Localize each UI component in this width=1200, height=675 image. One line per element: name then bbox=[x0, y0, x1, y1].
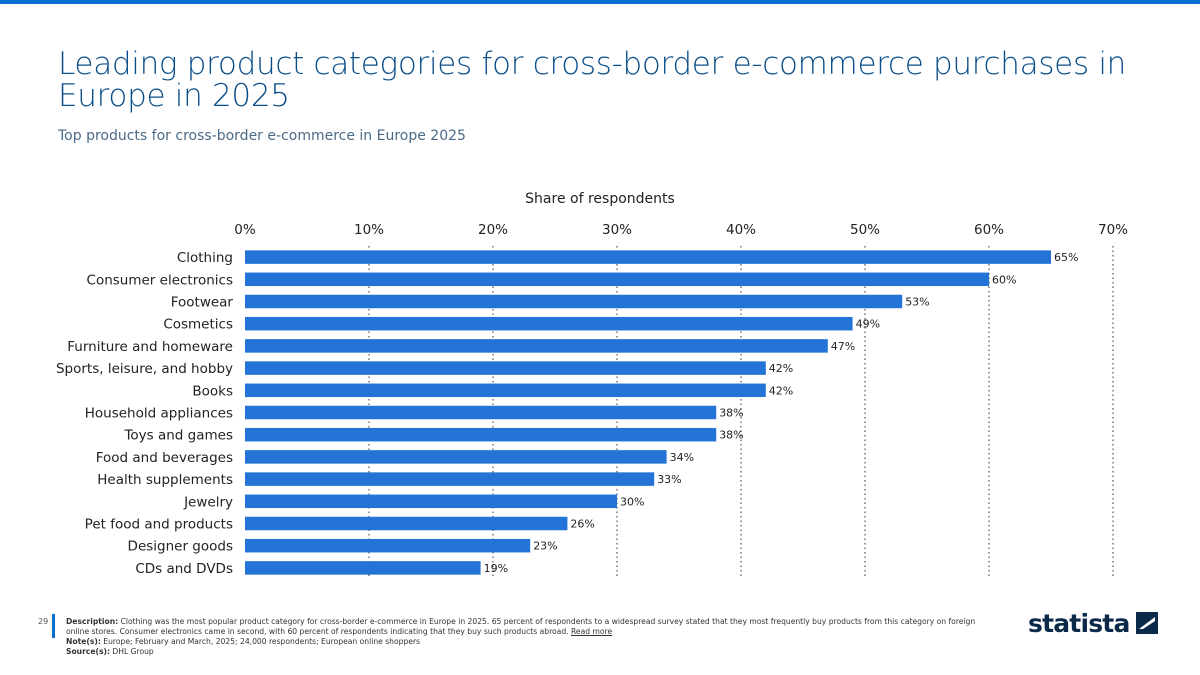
value-label: 38% bbox=[719, 429, 743, 442]
category-label: Furniture and homeware bbox=[67, 339, 233, 355]
category-label: Books bbox=[192, 383, 233, 399]
x-tick-label: 0% bbox=[234, 222, 256, 238]
x-tick-label: 50% bbox=[850, 222, 880, 238]
category-label: Footwear bbox=[171, 295, 234, 311]
value-label: 42% bbox=[769, 384, 793, 397]
source-line: Source(s): DHL Group bbox=[66, 647, 996, 657]
source-text: DHL Group bbox=[112, 647, 154, 656]
value-label: 19% bbox=[484, 562, 508, 575]
bar bbox=[245, 494, 617, 509]
source-label: Source(s): bbox=[66, 647, 110, 656]
value-label: 38% bbox=[719, 407, 743, 420]
read-more-link[interactable]: Read more bbox=[570, 627, 613, 636]
x-tick-label: 70% bbox=[1098, 222, 1128, 238]
value-label: 53% bbox=[905, 296, 929, 309]
category-label: Toys and games bbox=[123, 428, 233, 444]
category-label: Jewelry bbox=[183, 494, 233, 510]
category-label: Food and beverages bbox=[96, 450, 233, 466]
x-axis-title: Share of respondents bbox=[525, 191, 675, 207]
value-label: 34% bbox=[670, 451, 694, 464]
page-title: Leading product categories for cross-bor… bbox=[58, 46, 1127, 114]
x-tick-label: 40% bbox=[726, 222, 756, 238]
bar bbox=[245, 427, 717, 442]
value-label: 42% bbox=[769, 362, 793, 375]
category-label: Household appliances bbox=[85, 406, 233, 422]
value-label: 47% bbox=[831, 340, 855, 353]
x-tick-label: 20% bbox=[478, 222, 508, 238]
bar bbox=[245, 383, 766, 398]
category-label: Consumer electronics bbox=[87, 272, 233, 288]
category-label: CDs and DVDs bbox=[135, 561, 233, 577]
description-label: Description: bbox=[66, 617, 119, 626]
category-label: Cosmetics bbox=[163, 317, 233, 333]
footer-notes: Description: Clothing was the most popul… bbox=[66, 617, 996, 657]
description-text: Clothing was the most popular product ca… bbox=[66, 617, 976, 636]
category-label: Designer goods bbox=[128, 539, 233, 555]
bar bbox=[245, 405, 717, 420]
top-accent-strip bbox=[0, 0, 1200, 4]
x-tick-label: 10% bbox=[354, 222, 384, 238]
category-label: Pet food and products bbox=[85, 517, 233, 533]
footer-accent-bar bbox=[52, 614, 55, 638]
category-label: Sports, leisure, and hobby bbox=[56, 361, 233, 377]
bar-chart: Share of respondents 0% 10% 20% 30% 40% 50% 60… bbox=[56, 191, 1128, 579]
bar bbox=[245, 561, 481, 575]
notes-label: Note(s): bbox=[66, 637, 101, 646]
bar bbox=[245, 361, 766, 375]
statista-wordmark: statista bbox=[1028, 608, 1130, 638]
bar bbox=[245, 250, 1051, 264]
value-label: 60% bbox=[992, 273, 1016, 286]
bar bbox=[245, 472, 655, 486]
notes-line: Note(s): Europe; February and March, 202… bbox=[66, 637, 996, 647]
notes-text: Europe; February and March, 2025; 24,000… bbox=[103, 637, 421, 646]
value-label: 30% bbox=[620, 495, 644, 508]
category-label: Health supplements bbox=[97, 472, 233, 488]
value-label: 49% bbox=[856, 318, 880, 331]
value-label: 23% bbox=[533, 540, 557, 553]
bar bbox=[245, 339, 828, 353]
bar bbox=[245, 316, 853, 331]
value-label: 65% bbox=[1054, 251, 1078, 264]
value-label: 33% bbox=[657, 473, 681, 486]
bar bbox=[245, 294, 903, 309]
bar bbox=[245, 272, 989, 287]
bar bbox=[245, 516, 568, 531]
x-tick-label: 30% bbox=[602, 222, 632, 238]
bar bbox=[245, 538, 531, 553]
value-label: 26% bbox=[570, 518, 594, 531]
category-label: Clothing bbox=[177, 250, 233, 266]
bar bbox=[245, 450, 667, 464]
statista-logo[interactable]: statista bbox=[1028, 608, 1158, 638]
statista-icon bbox=[1135, 612, 1158, 634]
page-number: 29 bbox=[38, 617, 49, 626]
description-line: Description: Clothing was the most popul… bbox=[66, 617, 996, 637]
x-tick-label: 60% bbox=[974, 222, 1004, 238]
page-subtitle: Top products for cross-border e-commerce… bbox=[58, 128, 466, 144]
